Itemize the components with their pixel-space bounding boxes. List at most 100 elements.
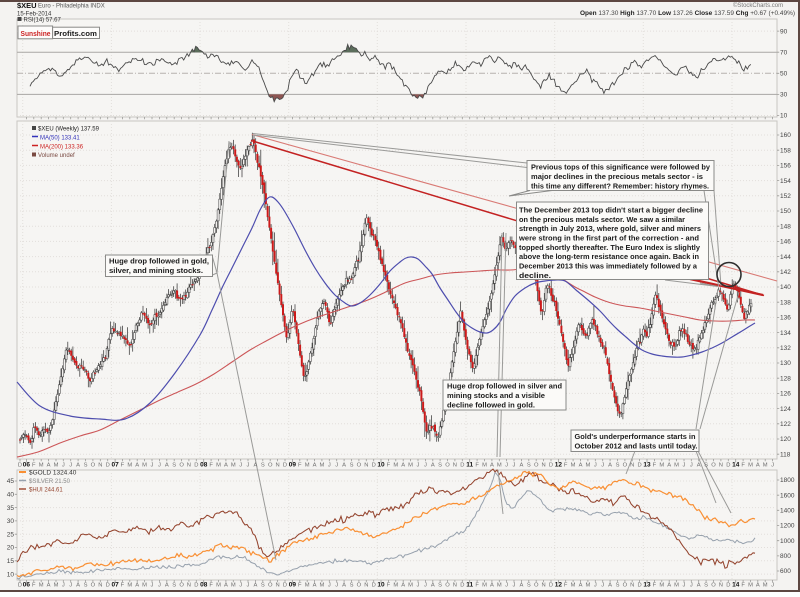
svg-text:$XEU: $XEU [17,1,37,10]
svg-text:M: M [39,583,44,589]
svg-text:O: O [623,463,628,469]
svg-text:12: 12 [555,582,563,589]
svg-text:O: O [268,463,273,469]
svg-text:J: J [690,583,693,589]
svg-text:138: 138 [780,299,791,306]
svg-text:A: A [253,463,257,469]
svg-text:F: F [209,463,213,469]
svg-text:O: O [91,583,96,589]
svg-text:F: F [475,463,479,469]
svg-text:A: A [697,583,701,589]
svg-text:D: D [549,583,553,589]
svg-text:A: A [224,463,228,469]
svg-text:J: J [505,463,508,469]
svg-text:J: J [424,583,427,589]
svg-text:A: A [756,463,760,469]
svg-text:mining stocks and a visible: mining stocks and a visible [447,393,545,400]
svg-text:December 2013 this was immedia: December 2013 this was immediately follo… [519,264,697,271]
svg-text:M: M [748,463,753,469]
svg-text:N: N [719,583,723,589]
svg-text:J: J [690,463,693,469]
svg-text:M: M [54,463,59,469]
svg-text:S: S [438,463,442,469]
svg-text:A: A [165,463,169,469]
svg-text:M: M [216,463,221,469]
svg-text:topped shortly thereafter. The: topped shortly thereafter. The Euro Inde… [519,245,700,252]
svg-text:F: F [564,463,568,469]
svg-text:were strong in the first part: were strong in the first part of the cor… [518,236,699,243]
svg-text:O: O [445,583,450,589]
svg-text:N: N [98,463,102,469]
svg-text:J: J [62,583,65,589]
svg-text:M: M [319,463,324,469]
svg-text:M: M [127,463,132,469]
svg-text:13: 13 [643,582,651,589]
svg-text:N: N [719,463,723,469]
svg-text:15: 15 [7,558,15,565]
svg-text:134: 134 [780,330,791,337]
svg-text:06: 06 [23,462,31,469]
svg-text:M: M [497,583,502,589]
svg-text:J: J [683,583,686,589]
svg-text:M: M [393,583,398,589]
svg-text:$XEU (Weekly) 137.59: $XEU (Weekly) 137.59 [38,127,100,133]
svg-text:M: M [142,583,147,589]
svg-text:M: M [231,583,236,589]
svg-text:1800: 1800 [780,477,795,484]
svg-text:14: 14 [732,582,740,589]
svg-text:M: M [585,463,590,469]
svg-text:M: M [231,463,236,469]
svg-text:30: 30 [7,518,15,525]
svg-text:above the long-term resistance: above the long-term resistance once agai… [519,254,699,261]
svg-text:M: M [305,583,310,589]
svg-text:Sunshine: Sunshine [21,29,51,38]
svg-text:S: S [616,463,620,469]
svg-text:N: N [276,583,280,589]
svg-text:08: 08 [200,462,208,469]
svg-text:A: A [756,583,760,589]
svg-text:146: 146 [780,239,791,246]
svg-text:O: O [534,583,539,589]
svg-text:N: N [542,583,546,589]
svg-text:A: A [76,583,80,589]
svg-text:$SILVER 21.50: $SILVER 21.50 [29,479,71,485]
svg-text:©StockCharts.com: ©StockCharts.com [733,2,783,9]
svg-text:Huge drop followed in silver a: Huge drop followed in silver and [447,384,562,391]
svg-text:M: M [571,583,576,589]
svg-text:O: O [179,583,184,589]
svg-text:D: D [194,463,198,469]
svg-text:J: J [601,463,604,469]
svg-text:158: 158 [780,147,791,154]
svg-text:D: D [372,463,376,469]
svg-text:J: J [151,583,154,589]
svg-text:J: J [328,463,331,469]
svg-text:A: A [431,583,435,589]
svg-text:A: A [490,463,494,469]
svg-text:11: 11 [466,462,473,469]
svg-text:O: O [357,583,362,589]
svg-text:October 2012 and lasts until t: October 2012 and lasts until today. [575,443,698,450]
svg-text:M: M [674,583,679,589]
svg-text:M: M [39,463,44,469]
svg-text:F: F [653,583,657,589]
svg-text:D: D [726,583,730,589]
svg-text:J: J [513,583,516,589]
svg-text:120: 120 [780,436,791,443]
svg-text:S: S [527,583,531,589]
svg-text:O: O [623,583,628,589]
svg-text:08: 08 [200,582,208,589]
svg-text:J: J [771,583,774,589]
svg-text:F: F [564,583,568,589]
svg-text:D: D [106,583,110,589]
svg-text:M: M [748,583,753,589]
svg-text:F: F [298,583,302,589]
svg-text:The December 2013 top didn't s: The December 2013 top didn't start a big… [519,208,703,215]
svg-text:A: A [519,463,523,469]
svg-text:118: 118 [780,451,791,458]
svg-text:F: F [32,463,36,469]
svg-text:on the precious metals sector.: on the precious metals sector. We saw a … [519,217,685,224]
svg-text:M: M [54,583,59,589]
svg-text:D: D [460,463,464,469]
svg-text:A: A [224,583,228,589]
svg-text:F: F [298,463,302,469]
